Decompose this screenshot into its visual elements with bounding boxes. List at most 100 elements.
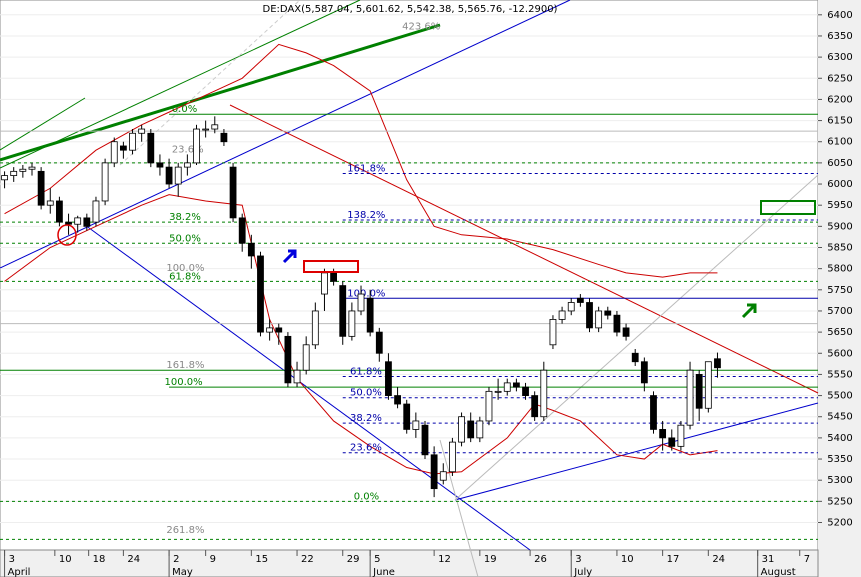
candle-body <box>366 297 374 333</box>
level-label: 23.6% <box>172 144 204 155</box>
trendline <box>0 97 86 151</box>
x-tick-label: 9 <box>210 554 216 565</box>
chart-title: DE:DAX(5,587.04, 5,601.62, 5,542.38, 5,5… <box>263 4 558 15</box>
x-tick-label: 22 <box>301 554 314 565</box>
candle-body <box>238 217 246 244</box>
candle-body <box>659 429 667 439</box>
y-axis-panel <box>818 0 861 577</box>
candle-body <box>293 369 301 384</box>
y-tick-label: 5950 <box>827 200 852 211</box>
target-box <box>760 200 816 215</box>
level-label: 50.0% <box>350 388 382 399</box>
x-tick-label: 15 <box>255 554 268 565</box>
level-label: 38.2% <box>169 212 201 223</box>
axes: 5200 5250 5300 5350 5400 5450 5500 5550 5600 5650… <box>4 10 853 577</box>
x-tick-label: 7 <box>804 554 810 565</box>
x-tick-label: 10 <box>59 554 72 565</box>
candle-body <box>540 369 548 418</box>
level-label: 161.8% <box>347 163 385 174</box>
y-tick-label: 5200 <box>827 518 852 529</box>
highlight-circle <box>57 224 77 246</box>
candle-body <box>531 395 539 418</box>
arrow <box>282 249 297 264</box>
candle-body <box>193 128 200 164</box>
candle-body <box>604 310 612 316</box>
y-tick-label: 5850 <box>827 243 852 254</box>
trendline <box>439 439 479 577</box>
candle-body <box>595 310 603 329</box>
y-tick-label: 6150 <box>827 116 852 127</box>
month-label: August <box>761 567 796 577</box>
trendline <box>0 0 361 169</box>
candle-body <box>476 420 484 439</box>
candle-body <box>394 395 401 405</box>
x-tick-label: 3 <box>9 554 15 565</box>
trendline <box>454 174 819 501</box>
level-label: 61.8% <box>169 271 201 282</box>
candle-body <box>156 162 164 168</box>
x-tick-label: 10 <box>621 554 634 565</box>
annotations <box>57 200 816 319</box>
candle-body <box>668 437 676 447</box>
level-label: 261.8% <box>166 525 204 536</box>
candle-body <box>74 217 82 225</box>
y-tick-label: 5250 <box>827 496 852 507</box>
level-label: 100.0% <box>165 377 203 388</box>
level-label: 138.2% <box>347 210 385 221</box>
candle-body <box>576 297 584 303</box>
candle-body <box>202 128 210 131</box>
candle-body <box>302 344 310 371</box>
candle-body <box>704 361 712 409</box>
candle-body <box>458 416 465 443</box>
candle-body <box>430 454 438 490</box>
grid <box>0 14 818 523</box>
candle-body <box>28 166 36 170</box>
candle-body <box>138 128 146 134</box>
candle-body <box>266 327 274 333</box>
y-tick-label: 6300 <box>827 52 852 63</box>
x-tick-label: 17 <box>667 554 680 565</box>
candle-body <box>695 374 703 409</box>
candle-body <box>65 221 72 225</box>
candle-body <box>147 132 155 164</box>
x-axis-panel <box>0 549 819 577</box>
candle-body <box>439 471 447 481</box>
candle-body <box>110 141 118 164</box>
candle-body <box>330 272 337 282</box>
candle-body <box>19 168 27 172</box>
candles <box>1 116 721 498</box>
candle-body <box>412 420 420 430</box>
candle-body <box>119 145 127 151</box>
trendline <box>454 402 819 501</box>
y-tick-label: 5550 <box>827 369 852 380</box>
trendline <box>229 104 819 394</box>
y-tick-label: 5450 <box>827 412 852 423</box>
highlight-box <box>303 260 359 273</box>
y-tick-label: 6250 <box>827 73 852 84</box>
candle-body <box>421 424 429 456</box>
candle-body <box>567 302 575 312</box>
candle-body <box>129 132 136 151</box>
y-tick-label: 5750 <box>827 285 852 296</box>
y-tick-label: 6350 <box>827 31 852 42</box>
candle-body <box>549 319 557 346</box>
candle-body <box>467 420 475 439</box>
candle-body <box>494 390 502 393</box>
candle-body <box>348 310 356 337</box>
candle-body <box>485 390 493 422</box>
arrow <box>741 303 757 319</box>
candle-body <box>357 293 365 312</box>
y-tick-label: 5350 <box>827 454 852 465</box>
level-label: 423.6% <box>402 22 440 33</box>
candle-body <box>586 302 593 329</box>
y-tick-label: 6000 <box>827 179 852 190</box>
candle-body <box>46 200 54 206</box>
candle-body <box>165 166 173 185</box>
candle-body <box>650 395 657 430</box>
candle-body <box>1 175 8 181</box>
x-tick-label: 12 <box>438 554 451 565</box>
y-tick-label: 5900 <box>827 221 852 232</box>
y-tick-label: 5700 <box>827 306 852 317</box>
candle-body <box>174 166 182 185</box>
band-line <box>4 194 718 475</box>
